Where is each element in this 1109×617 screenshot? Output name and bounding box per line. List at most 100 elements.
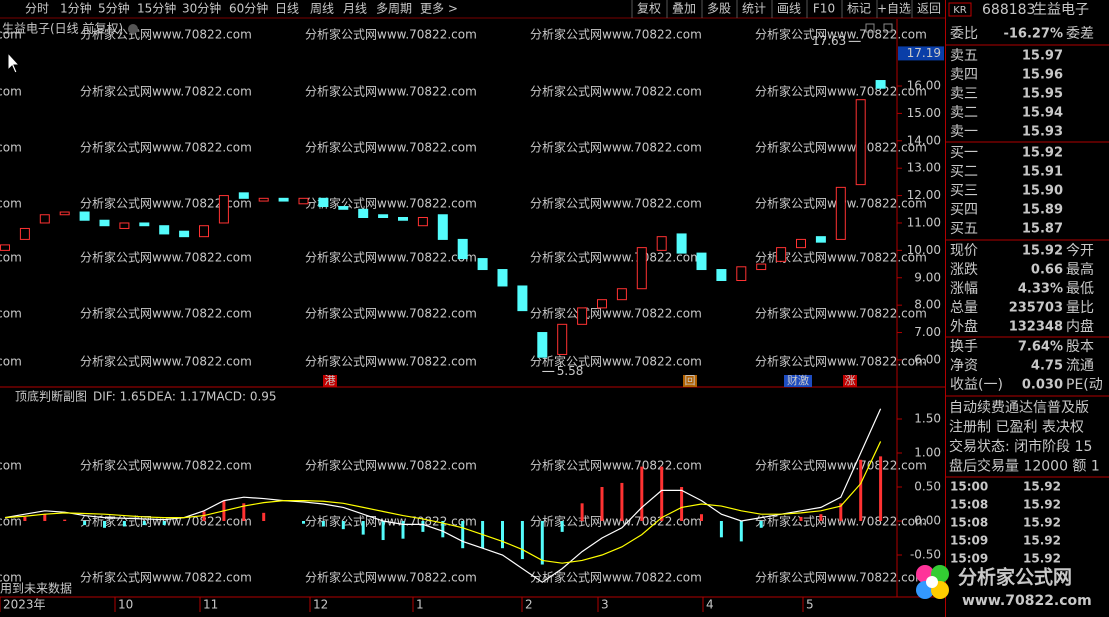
watermark-text: 分析家公式网www.70822.com: [305, 27, 477, 42]
current-price-label: 17.19: [907, 46, 941, 60]
candle: [298, 197, 309, 205]
row-label: 买五: [950, 221, 978, 237]
event-marker[interactable]: 港: [325, 374, 336, 387]
candle: [159, 225, 170, 235]
stock-code: 688183: [982, 2, 1035, 18]
stock-name: 生益电子: [1033, 2, 1089, 18]
watermark-text: 分析家公式网www.70822.com: [530, 458, 702, 473]
y-tick-label: 14.00: [907, 133, 941, 147]
toolbar-button[interactable]: +自选: [877, 2, 911, 16]
toolbar-button[interactable]: 画线: [777, 2, 801, 16]
info-line: 自动续费通达信普及版: [949, 399, 1089, 416]
candle: [477, 258, 488, 271]
watermark-text: 分析家公式网www.70822.com: [0, 196, 22, 211]
watermark-text: 分析家公式网www.70822.com: [80, 354, 252, 369]
toolbar-button[interactable]: 标记: [847, 2, 871, 16]
row-value: 4.75: [1031, 359, 1063, 374]
row-label: 买一: [950, 145, 978, 161]
toolbar-button[interactable]: 统计: [742, 2, 766, 16]
event-marker[interactable]: 回: [685, 374, 696, 387]
watermark-text: 分析家公式网www.70822.com: [80, 250, 252, 265]
indicator-title: 顶底判断副图: [15, 389, 87, 404]
toolbar-tab[interactable]: 分时: [25, 2, 49, 16]
event-marker-box: [323, 375, 337, 387]
event-marker[interactable]: 财激: [787, 373, 809, 387]
watermark-text: 分析家公式网www.70822.com: [80, 140, 252, 155]
watermark-text: 分析家公式网www.70822.com: [530, 140, 702, 155]
candle: [139, 222, 150, 227]
window-button[interactable]: [883, 23, 893, 33]
watermark-text: 分析家公式网www.70822.com: [755, 354, 927, 369]
toolbar-tab[interactable]: 1分钟: [60, 1, 92, 16]
row-label: 委比: [950, 26, 978, 42]
date-label: 4: [706, 598, 714, 612]
logo-url: www.70822.com: [962, 593, 1092, 609]
legend-entry: DIF: 1.65: [93, 390, 146, 404]
watermark-text: 分析家公式网www.70822.com: [80, 27, 252, 42]
tick-price: 15.92: [1023, 516, 1061, 530]
candle: [0, 244, 10, 251]
y-tick-label: 7.00: [914, 325, 941, 339]
logo-center: [926, 576, 938, 588]
row-label: 卖四: [950, 67, 978, 83]
row-label: 股本: [1066, 339, 1094, 355]
candle: [557, 323, 568, 355]
watermark-text: 分析家公式网www.70822.com: [305, 354, 477, 369]
candle: [696, 252, 707, 271]
event-marker[interactable]: 涨: [845, 374, 856, 387]
toolbar-tab[interactable]: 更多 >: [420, 2, 458, 16]
candle: [358, 208, 369, 218]
row-value: 15.91: [1022, 165, 1063, 180]
watermark-text: 分析家公式网www.70822.com: [305, 306, 477, 321]
candle: [835, 186, 846, 240]
toolbar-tab[interactable]: 多周期: [376, 2, 412, 16]
toolbar-tab[interactable]: 15分钟: [137, 1, 176, 16]
toolbar-tab[interactable]: 30分钟: [182, 1, 221, 16]
annotation-label: 17.63: [812, 34, 846, 48]
title-menu-icon[interactable]: [128, 24, 138, 34]
tick-price: 15.92: [1023, 534, 1061, 548]
toolbar-button[interactable]: 复权: [637, 2, 661, 16]
row-label: 收益(一): [950, 377, 1003, 393]
watermark-text: 分析家公式网www.70822.com: [755, 458, 927, 473]
candle: [398, 216, 408, 221]
watermark-text: 分析家公式网www.70822.com: [305, 140, 477, 155]
y-tick-label: 1.50: [914, 412, 941, 426]
row-label: 最低: [1066, 281, 1094, 297]
watermark-text: 分析家公式网www.70822.com: [0, 84, 22, 99]
toolbar-button[interactable]: F10: [813, 2, 835, 16]
tick-price: 15.92: [1023, 498, 1061, 512]
toolbar-button[interactable]: 返回: [917, 2, 941, 16]
candle: [238, 192, 249, 199]
row-value: 15.92: [1022, 244, 1063, 259]
watermark-text: 分析家公式网www.70822.com: [305, 570, 477, 585]
row-label: 最高: [1066, 261, 1094, 278]
candle: [278, 197, 289, 202]
watermark-text: 分析家公式网www.70822.com: [305, 84, 477, 99]
candle: [497, 269, 508, 287]
row-label: 流通: [1066, 358, 1094, 374]
date-label: 12: [313, 598, 328, 612]
toolbar-button[interactable]: 多股: [707, 2, 731, 16]
toolbar-tab[interactable]: 周线: [310, 2, 334, 16]
window-button[interactable]: [865, 23, 875, 33]
candle: [39, 214, 50, 224]
watermark-text: 分析家公式网www.70822.com: [0, 140, 22, 155]
row-value: 15.95: [1022, 87, 1063, 102]
row-value: 7.64%: [1018, 340, 1063, 355]
row-label: 买三: [950, 183, 978, 199]
candle: [338, 206, 349, 210]
toolbar-tab[interactable]: 月线: [343, 2, 367, 16]
row-value: 0.030: [1022, 378, 1063, 393]
info-line: 交易状态: 闭市阶段 15: [949, 438, 1092, 455]
candle: [79, 211, 90, 221]
candle: [437, 214, 448, 240]
row-label: 今开: [1066, 243, 1094, 259]
toolbar-tab[interactable]: 60分钟: [229, 1, 268, 16]
toolbar-tab[interactable]: 5分钟: [98, 1, 130, 16]
toolbar-button[interactable]: 叠加: [672, 2, 696, 16]
toolbar-tab[interactable]: 日线: [275, 2, 299, 16]
candle: [796, 238, 806, 249]
macd-line: [4, 441, 882, 564]
row-label: 买二: [950, 164, 978, 180]
